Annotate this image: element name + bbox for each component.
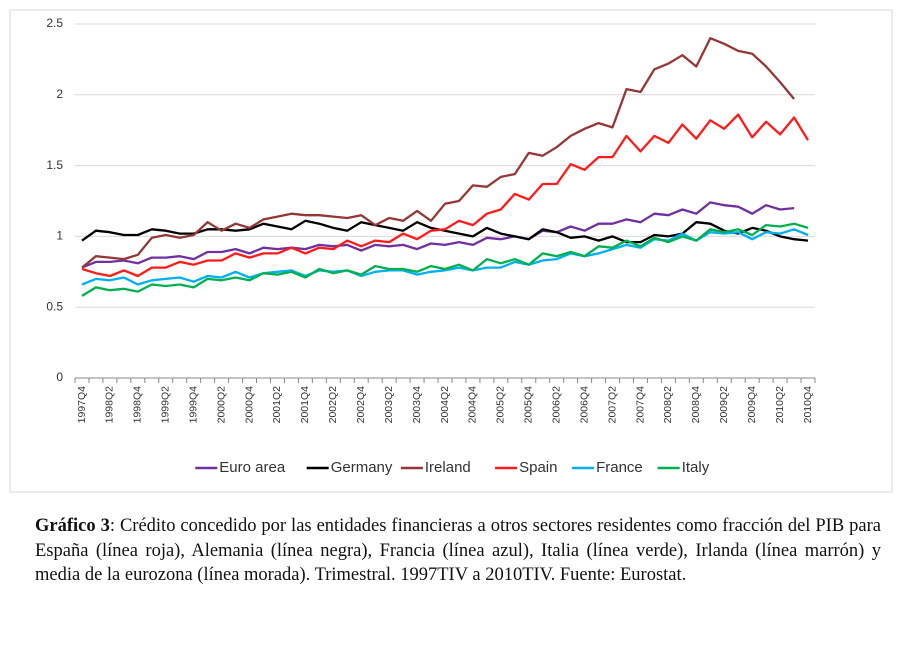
x-tick-label: 1998Q4 [132,386,144,424]
x-tick-label: 2004Q4 [467,386,479,424]
x-tick-label: 2007Q2 [606,386,618,424]
x-tick-label: 2002Q4 [355,386,367,424]
x-tick-label: 2004Q2 [439,386,451,424]
x-tick-label: 2006Q2 [550,386,562,424]
x-tick-label: 2008Q4 [690,386,702,424]
x-tick-label: 2007Q4 [634,386,646,424]
y-tick-label: 0.5 [46,299,63,313]
x-tick-label: 1999Q4 [187,386,199,424]
caption: Gráfico 3: Crédito concedido por las ent… [35,514,881,588]
x-tick-label: 2003Q4 [411,386,423,424]
legend-label: Ireland [425,459,471,476]
legend-label: Spain [519,459,557,476]
legend-label: France [596,459,643,476]
x-tick-label: 2005Q4 [523,386,535,424]
x-tick-label: 2010Q4 [802,386,814,424]
y-tick-label: 2.5 [46,16,63,30]
y-tick-label: 1.5 [46,158,63,172]
legend-label: Euro area [219,459,286,476]
line [81,219,809,244]
chart: 0 0.5 1 1.5 2 2.5 1997Q4 1998Q2 1998Q4 1999Q2 1999… [9,9,893,493]
line [81,201,795,269]
line [81,113,809,278]
x-tick-label: 2000Q2 [215,386,227,424]
x-tick-label: 2005Q2 [495,386,507,424]
x-tick-label: 2000Q4 [243,386,255,424]
x-tick-label: 1999Q2 [160,386,172,424]
caption-label: Gráfico 3 [35,516,110,536]
x-tick-label: 2001Q4 [299,386,311,424]
x-tick-label: 2010Q2 [774,386,786,424]
x-tick-label: 2003Q2 [383,386,395,424]
x-tick-label: 1998Q2 [104,386,116,424]
y-tick-label: 2 [56,87,63,101]
legend-label: Germany [331,459,393,476]
x-tick-label: 2008Q2 [662,386,674,424]
legend-label: Italy [682,459,710,476]
line [81,228,809,286]
y-tick-label: 0 [56,370,63,384]
x-tick-label: 2009Q2 [718,386,730,424]
y-tick-label: 1 [56,229,63,243]
caption-text: : Crédito concedido por las entidades fi… [35,516,881,585]
x-tick-label: 2001Q2 [271,386,283,424]
x-tick-label: 2009Q4 [746,386,758,424]
x-tick-label: 1997Q4 [76,386,88,424]
x-tick-label: 2006Q4 [578,386,590,424]
line [81,37,795,269]
line [81,222,809,297]
chart-frame [9,9,893,493]
x-tick-label: 2002Q2 [327,386,339,424]
